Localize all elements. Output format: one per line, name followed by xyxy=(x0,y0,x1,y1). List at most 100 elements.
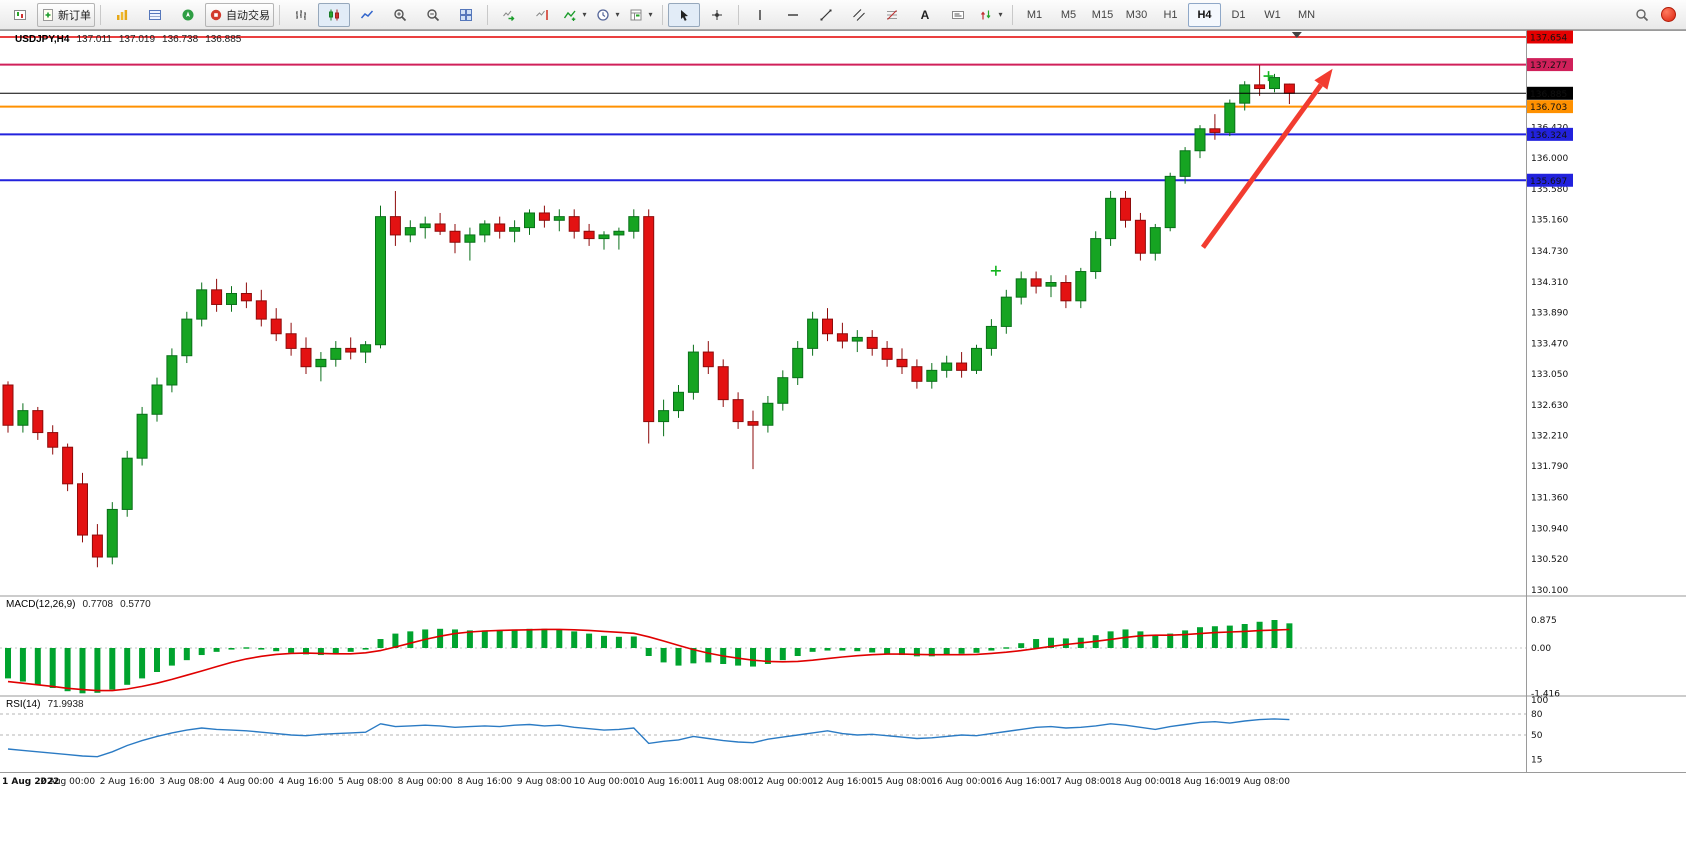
svg-text:134.730: 134.730 xyxy=(1531,247,1568,257)
arrows-tool-button[interactable] xyxy=(975,3,1007,27)
bar-chart-icon xyxy=(296,9,306,20)
templates-button[interactable] xyxy=(625,3,657,27)
chart-area[interactable]: 136.420136.000135.580135.160134.730134.3… xyxy=(0,30,1686,842)
rsi-panel: 100 80 50 15 xyxy=(0,696,1548,766)
svg-text:12 Aug 00:00: 12 Aug 00:00 xyxy=(752,777,813,787)
macd-panel: 0.875 0.00 -1.416 xyxy=(0,616,1560,699)
horizontal-line-objects[interactable] xyxy=(0,36,1526,182)
periods-button[interactable] xyxy=(592,3,624,27)
chart-annotations[interactable] xyxy=(990,32,1333,276)
svg-text:136.000: 136.000 xyxy=(1531,154,1568,164)
vertical-line-tool-button[interactable] xyxy=(744,3,776,27)
svg-text:132.630: 132.630 xyxy=(1531,401,1568,411)
svg-text:3 Aug 08:00: 3 Aug 08:00 xyxy=(159,777,214,787)
timeframe-h4-button[interactable]: H4 xyxy=(1188,2,1221,27)
text-tool-button[interactable]: A xyxy=(909,3,941,27)
auto-scroll-button[interactable] xyxy=(493,3,525,27)
svg-text:8 Aug 00:00: 8 Aug 00:00 xyxy=(398,777,453,787)
svg-text:130.100: 130.100 xyxy=(1531,586,1568,596)
svg-text:132.210: 132.210 xyxy=(1531,432,1568,442)
equidistant-channel-icon xyxy=(853,8,865,21)
price-axis[interactable]: 136.420136.000135.580135.160134.730134.3… xyxy=(1527,30,1573,596)
new-order-icon xyxy=(43,8,53,21)
periods-clock-icon xyxy=(597,8,610,21)
bar-chart-button[interactable] xyxy=(285,3,317,27)
text-tool-icon: A xyxy=(920,7,930,22)
line-chart-icon xyxy=(360,9,374,18)
zoom-in-button[interactable] xyxy=(384,3,416,27)
tile-windows-icon xyxy=(460,8,472,21)
tile-windows-button[interactable] xyxy=(450,3,482,27)
svg-text:130.940: 130.940 xyxy=(1531,524,1568,534)
svg-text:19 Aug 08:00: 19 Aug 08:00 xyxy=(1229,777,1290,787)
navigator-icon xyxy=(182,9,194,20)
line-chart-button[interactable] xyxy=(351,3,383,27)
svg-text:137.277: 137.277 xyxy=(1530,61,1567,71)
cursor-button[interactable] xyxy=(668,2,700,27)
search-button[interactable] xyxy=(1626,3,1658,27)
svg-text:4 Aug 00:00: 4 Aug 00:00 xyxy=(219,777,274,787)
svg-text:17 Aug 08:00: 17 Aug 08:00 xyxy=(1050,777,1111,787)
timeframe-mn-button[interactable]: MN xyxy=(1297,8,1316,21)
toolbar-separator xyxy=(487,4,488,25)
svg-text:16 Aug 16:00: 16 Aug 16:00 xyxy=(991,777,1052,787)
auto-trading-button[interactable]: 自动交易 xyxy=(205,2,274,27)
timeframe-m1-button[interactable]: M1 xyxy=(1026,8,1043,21)
svg-text:10 Aug 16:00: 10 Aug 16:00 xyxy=(633,777,694,787)
horizontal-line-icon xyxy=(788,13,798,16)
cursor-icon xyxy=(681,9,688,21)
toolbar-separator xyxy=(100,4,101,25)
svg-text:4 Aug 16:00: 4 Aug 16:00 xyxy=(279,777,334,787)
svg-text:135.160: 135.160 xyxy=(1531,216,1568,226)
toolbar-separator xyxy=(738,4,739,25)
timeframe-m30-button[interactable]: M30 xyxy=(1125,8,1148,21)
horizontal-line-tool-button[interactable] xyxy=(777,3,809,27)
timeframe-w1-button[interactable]: W1 xyxy=(1264,8,1281,21)
svg-text:136.324: 136.324 xyxy=(1530,131,1567,141)
chart-shift-button[interactable] xyxy=(526,3,558,27)
price-chart[interactable]: 136.420136.000135.580135.160134.730134.3… xyxy=(0,30,1686,842)
svg-text:1 Aug 2022: 1 Aug 2022 xyxy=(2,777,59,787)
svg-text:15: 15 xyxy=(1531,756,1542,766)
zoom-out-icon xyxy=(427,8,440,21)
toolbar-separator xyxy=(279,4,280,25)
svg-text:5 Aug 08:00: 5 Aug 08:00 xyxy=(338,777,393,787)
svg-text:16 Aug 00:00: 16 Aug 00:00 xyxy=(931,777,992,787)
svg-text:12 Aug 16:00: 12 Aug 16:00 xyxy=(812,777,873,787)
timeframe-m5-button[interactable]: M5 xyxy=(1060,8,1077,21)
channel-tool-button[interactable] xyxy=(843,3,875,27)
candlestick-chart-button[interactable] xyxy=(318,2,350,27)
candles-layer xyxy=(2,65,1295,568)
crosshair-icon xyxy=(712,9,722,20)
market-watch-button[interactable] xyxy=(106,3,138,27)
fibonacci-tool-button[interactable] xyxy=(876,3,908,27)
toolbar: 新订单 自动交易 xyxy=(0,0,1686,30)
charts-button[interactable] xyxy=(4,3,36,27)
svg-text:130.520: 130.520 xyxy=(1531,555,1568,565)
indicators-icon xyxy=(564,10,577,21)
indicators-button[interactable] xyxy=(559,3,591,27)
svg-text:10 Aug 00:00: 10 Aug 00:00 xyxy=(574,777,635,787)
toolbar-separator xyxy=(662,4,663,25)
timeframe-d1-button[interactable]: D1 xyxy=(1231,8,1246,21)
alert-badge-icon[interactable] xyxy=(1661,7,1676,22)
new-order-button[interactable]: 新订单 xyxy=(37,2,95,27)
search-icon xyxy=(1636,8,1649,21)
candlestick-icon xyxy=(329,9,339,20)
svg-text:131.360: 131.360 xyxy=(1531,494,1568,504)
fibonacci-icon xyxy=(887,9,897,20)
timeframe-m15-button[interactable]: M15 xyxy=(1091,8,1114,21)
zoom-in-icon xyxy=(394,8,407,21)
navigator-button[interactable] xyxy=(172,3,204,27)
trendline-tool-button[interactable] xyxy=(810,3,842,27)
trendline-icon xyxy=(820,9,832,20)
zoom-out-button[interactable] xyxy=(417,3,449,27)
svg-text:133.050: 133.050 xyxy=(1531,370,1568,380)
data-window-button[interactable] xyxy=(139,3,171,27)
svg-text:8 Aug 16:00: 8 Aug 16:00 xyxy=(457,777,512,787)
crosshair-button[interactable] xyxy=(701,3,733,27)
svg-text:18 Aug 00:00: 18 Aug 00:00 xyxy=(1110,777,1171,787)
text-label-tool-button[interactable] xyxy=(942,3,974,27)
timeframe-h1-button[interactable]: H1 xyxy=(1163,8,1178,21)
